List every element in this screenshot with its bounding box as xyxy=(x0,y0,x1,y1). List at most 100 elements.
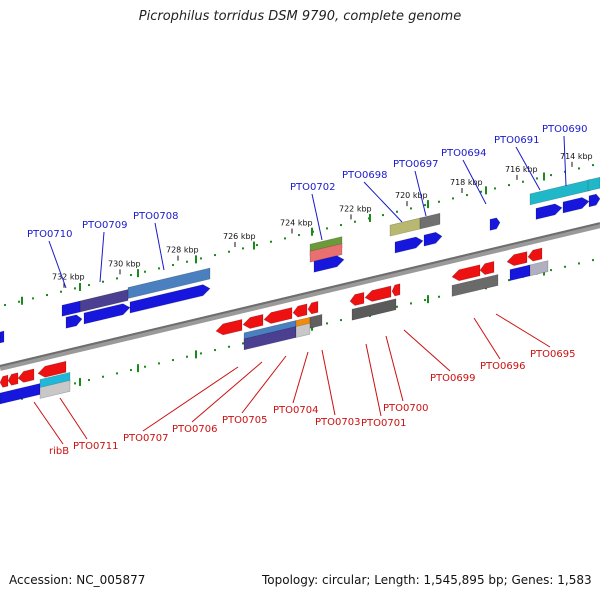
forward-gene-arrow xyxy=(61,300,81,317)
forward-gene-arrow xyxy=(587,176,600,192)
scale-dot xyxy=(578,262,580,265)
scale-dot xyxy=(186,355,188,358)
reverse-gene-arrow xyxy=(37,360,67,378)
scale-label: 724 kbp xyxy=(280,218,313,227)
scale-dot xyxy=(46,294,48,297)
forward-leader xyxy=(414,170,427,217)
scale-dot xyxy=(102,375,104,378)
reverse-gene-label: PTO0707 xyxy=(123,433,168,444)
reverse-gene-label: PTO0706 xyxy=(172,424,217,435)
forward-gene-arrow xyxy=(423,231,443,247)
scale-dot xyxy=(536,177,538,180)
scale-dot xyxy=(130,274,132,277)
scale-dot xyxy=(522,180,524,183)
reverse-gene-label: PTO0700 xyxy=(383,403,428,414)
reverse-gene-arrow xyxy=(307,300,319,315)
reverse-gene-arrow xyxy=(391,283,401,297)
forward-leader xyxy=(462,159,487,205)
scale-dot xyxy=(172,359,174,362)
reverse-gene-arrow xyxy=(7,372,19,386)
forward-gene-label: PTO0691 xyxy=(494,135,539,146)
scale-dot xyxy=(116,372,118,375)
forward-gene-arrow xyxy=(394,236,424,254)
reverse-gene-arrow xyxy=(17,368,35,383)
scale-label: 728 kbp xyxy=(166,246,199,255)
scale-label: 726 kbp xyxy=(223,232,256,241)
scale-dot xyxy=(214,349,216,352)
label-leaders xyxy=(33,135,567,445)
scale-dot xyxy=(424,299,426,302)
forward-gene-label: PTO0708 xyxy=(133,211,178,222)
scale-label: 714 kbp xyxy=(560,152,593,161)
scale-dot xyxy=(424,204,426,207)
reverse-leader xyxy=(59,397,88,440)
scale-dot xyxy=(550,174,552,177)
scale-dot xyxy=(340,224,342,227)
scale-dot xyxy=(32,297,34,300)
forward-gene-arrow xyxy=(419,212,441,230)
forward-gene-arrow xyxy=(529,179,591,206)
genome-summary-text: Topology: circular; Length: 1,545,895 bp… xyxy=(262,573,592,587)
forward-leader xyxy=(311,193,323,241)
scale-dot xyxy=(438,200,440,203)
reverse-gene-arrow xyxy=(527,247,543,262)
forward-gene-arrow xyxy=(309,243,343,263)
forward-gene-arrow xyxy=(83,303,131,325)
forward-gene-arrow xyxy=(535,203,563,220)
forward-leader xyxy=(154,222,165,271)
scale-dot xyxy=(578,167,580,170)
scale-dot xyxy=(200,352,202,355)
scale-dot xyxy=(214,254,216,257)
reverse-leader xyxy=(403,329,451,372)
reverse-gene-label: ribB xyxy=(49,446,69,457)
scale-dot xyxy=(144,270,146,273)
scale-dot xyxy=(508,184,510,187)
reverse-gene-label: PTO0695 xyxy=(530,349,575,360)
scale-dot xyxy=(270,240,272,243)
forward-gene-label: PTO0710 xyxy=(27,229,72,240)
scale-dot xyxy=(144,365,146,368)
scale-dot xyxy=(228,345,230,348)
reverse-gene-label: PTO0699 xyxy=(430,373,475,384)
scale-label: 730 kbp xyxy=(108,259,141,268)
scale-dot xyxy=(88,379,90,382)
scale-dot xyxy=(116,277,118,280)
reverse-leader xyxy=(191,361,263,423)
scale-dot xyxy=(130,369,132,372)
scale-dot xyxy=(494,187,496,190)
scale-dot xyxy=(452,197,454,200)
scale-dot xyxy=(592,164,594,167)
scale-dot xyxy=(438,295,440,298)
reverse-gene-arrow xyxy=(295,322,311,338)
reverse-gene-arrow xyxy=(451,264,481,282)
scale-dot xyxy=(18,300,20,303)
scale-dot xyxy=(466,194,468,197)
forward-gene-arrow xyxy=(389,217,421,237)
forward-gene-label: PTO0709 xyxy=(82,220,127,231)
scale-dot xyxy=(326,322,328,325)
scale-dot xyxy=(74,287,76,290)
forward-gene-arrow xyxy=(129,284,211,314)
scale-dot xyxy=(564,265,566,268)
forward-leader xyxy=(99,231,105,283)
reverse-gene-arrow xyxy=(349,291,365,306)
scale-dot xyxy=(382,214,384,217)
scale-dot xyxy=(396,305,398,308)
scale-dot xyxy=(102,280,104,283)
scale-dot xyxy=(410,302,412,305)
scale-dot xyxy=(200,257,202,260)
scale-dot xyxy=(508,279,510,282)
scale-dot xyxy=(172,264,174,267)
scale-dot xyxy=(284,237,286,240)
scale-dot xyxy=(158,267,160,270)
backbone-edge xyxy=(0,222,600,367)
scale-dot xyxy=(396,210,398,213)
forward-gene-arrow xyxy=(0,330,5,344)
reverse-gene-arrow xyxy=(351,298,397,321)
forward-gene-arrow xyxy=(588,193,600,208)
forward-gene-arrow xyxy=(562,197,590,214)
scale-dot xyxy=(158,362,160,365)
reverse-leader xyxy=(241,355,287,414)
